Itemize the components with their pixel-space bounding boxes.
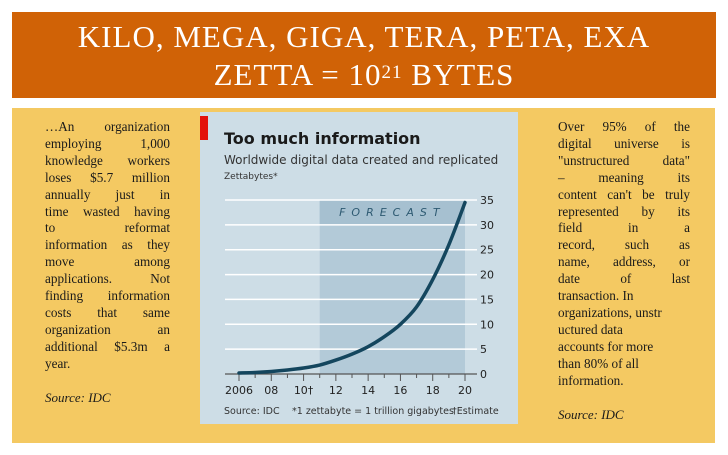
text-line: transaction. In bbox=[558, 288, 634, 304]
x-tick-label: 16 bbox=[393, 384, 407, 397]
chart-title: Too much information bbox=[224, 129, 421, 148]
y-tick-label: 0 bbox=[480, 368, 487, 381]
y-tick-label: 10 bbox=[480, 318, 494, 331]
left-text-block: …An organization employing 1,000 knowledge… bbox=[45, 119, 170, 373]
left-source: Source: IDC bbox=[45, 390, 111, 405]
text-line: represented by its bbox=[558, 203, 690, 219]
x-tick-label: 08 bbox=[264, 384, 278, 397]
chart-source: Source: IDC bbox=[224, 406, 280, 417]
text-line: name, address, or bbox=[558, 254, 690, 270]
chart-svg: Too much information Worldwide digital d… bbox=[200, 116, 499, 417]
text-line: knowledge workers bbox=[45, 152, 170, 168]
text-line: additional $5.3m a bbox=[45, 338, 170, 354]
text-line: organization an bbox=[45, 321, 170, 337]
right-text-block: Over 95% of the digital universe is "unstr… bbox=[558, 119, 690, 390]
chart-footnote-zettabyte: *1 zettabyte = 1 trillion gigabytes bbox=[292, 406, 454, 417]
text-line: …An organization bbox=[45, 119, 170, 134]
chart: Too much information Worldwide digital d… bbox=[200, 112, 518, 424]
text-line: move among bbox=[45, 254, 170, 270]
text-line: employing 1,000 bbox=[45, 135, 170, 151]
chart-ylabel: Zettabytes* bbox=[224, 172, 278, 182]
text-line: digital universe is bbox=[558, 135, 690, 151]
y-tick-label: 25 bbox=[480, 244, 494, 257]
x-tick-label: 10† bbox=[294, 384, 314, 397]
text-line: organizations, unstr bbox=[558, 304, 662, 320]
text-line: loses $5.7 million bbox=[45, 169, 170, 185]
text-line: record, such as bbox=[558, 237, 690, 253]
forecast-region bbox=[319, 200, 465, 374]
text-line: costs that same bbox=[45, 304, 170, 320]
text-line: field in a bbox=[558, 220, 690, 236]
text-line: Over 95% of the bbox=[558, 119, 690, 134]
x-tick-label: 2006 bbox=[225, 384, 253, 397]
title-line-1: KILO, MEGA, GIGA, TERA, PETA, EXA bbox=[77, 19, 651, 54]
forecast-header bbox=[319, 200, 465, 224]
x-tick-label: 14 bbox=[361, 384, 375, 397]
text-line: "unstructured data" bbox=[558, 152, 690, 168]
chart-subtitle: Worldwide digital data created and repli… bbox=[224, 153, 498, 167]
y-tick-label: 5 bbox=[480, 343, 487, 356]
forecast-label: FORECAST bbox=[339, 206, 446, 219]
x-tick-label: 12 bbox=[329, 384, 343, 397]
text-line: time wasted having bbox=[45, 203, 170, 219]
chart-footnote-estimate: †Estimate bbox=[452, 406, 499, 417]
text-line: annually just in bbox=[45, 186, 170, 202]
text-line: finding information bbox=[45, 288, 170, 304]
right-source: Source: IDC bbox=[558, 407, 624, 422]
y-tick-label: 30 bbox=[480, 219, 494, 232]
text-line: information. bbox=[558, 372, 624, 388]
slide-title: KILO, MEGA, GIGA, TERA, PETA, EXA ZETTA … bbox=[12, 12, 716, 98]
x-tick-label: 18 bbox=[426, 384, 440, 397]
text-line: year. bbox=[45, 355, 71, 371]
text-line: information as they bbox=[45, 237, 170, 253]
x-tick-label: 20 bbox=[458, 384, 472, 397]
text-line: content can't be truly bbox=[558, 186, 690, 202]
text-line: applications. Not bbox=[45, 271, 170, 287]
text-line: date of last bbox=[558, 271, 690, 287]
y-tick-label: 20 bbox=[480, 269, 494, 282]
y-tick-label: 35 bbox=[480, 194, 494, 207]
accent-bar bbox=[200, 116, 208, 140]
title-line-2: ZETTA = 1021 BYTES bbox=[213, 57, 515, 92]
text-line: than 80% of all bbox=[558, 355, 639, 371]
text-line: – meaning its bbox=[558, 169, 690, 185]
text-line: uctured data bbox=[558, 321, 623, 337]
text-line: accounts for more bbox=[558, 338, 654, 354]
text-line: to reformat bbox=[45, 220, 170, 236]
y-tick-label: 15 bbox=[480, 293, 494, 306]
